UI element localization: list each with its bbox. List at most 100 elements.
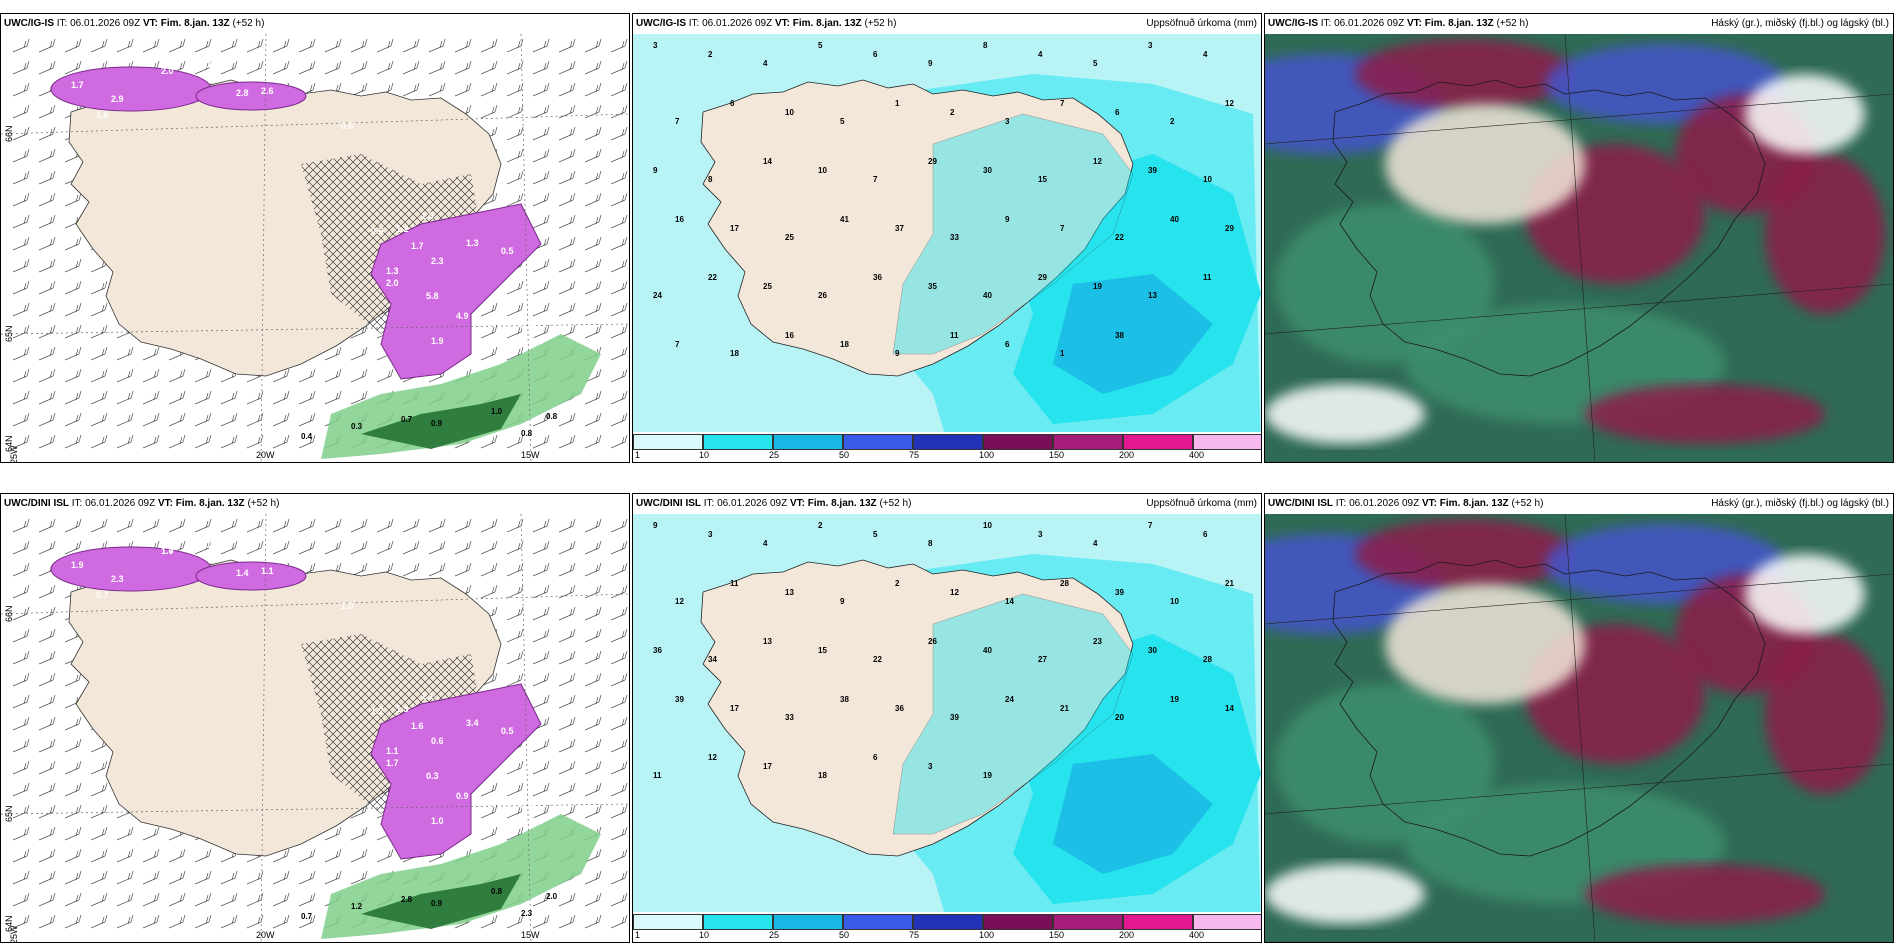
wind-barb [532,104,550,119]
wind-barb [584,434,602,449]
precip-value-label: 41 [840,215,849,224]
cloud-blob [1745,554,1865,634]
init-time: IT: 06.01.2026 09Z [56,18,141,29]
wind-barb [246,412,264,427]
wind-barb [584,38,602,53]
precip-value-label: 19 [1093,282,1102,291]
wind-barb [610,104,628,119]
wind-barb [584,126,602,141]
wind-barb [272,848,290,863]
wind-barb [610,760,628,775]
precip-value-label: 27 [1038,655,1047,664]
wind-barb [584,914,602,929]
wind-barb [38,258,56,273]
wind-barb [90,390,108,405]
init-time: IT: 06.01.2026 09Z [688,18,773,29]
wind-barb [168,412,186,427]
grid-label: 66N [4,125,14,142]
wind-barb [12,60,30,75]
wind-barb [558,170,576,185]
colorbar-label: 200 [1119,450,1135,460]
wind-barb [324,368,342,383]
wind-barb [220,870,238,885]
precip-colorbar: 1 10 25 50 75 100 150 200 400 [633,912,1261,942]
colorbar-label: 10 [699,930,710,940]
wind-barb [610,412,628,427]
wind-barb [38,170,56,185]
wind-barb [532,126,550,141]
wind-barb [584,390,602,405]
wind-barb [532,562,550,577]
wind-barb [584,562,602,577]
wind-barb [532,170,550,185]
wind-barb [532,148,550,163]
cloud-blob [1385,104,1585,224]
wind-barb [116,826,134,841]
precip-value-label: 11 [653,771,662,780]
wind-barb [298,390,316,405]
wind-barb [480,104,498,119]
wind-barb [532,192,550,207]
wind-barb [324,848,342,863]
wind-barb [558,302,576,317]
wind-barb [12,804,30,819]
wind-barb [324,346,342,361]
iceland-land [700,79,1134,377]
wind-barb [12,38,30,53]
panel-title: Uppsöfnuð úrkoma (mm) [1146,498,1257,509]
wind-barb [168,914,186,929]
wind-barb [12,518,30,533]
wind-barb [558,82,576,97]
colorbar-swatch [1053,434,1123,450]
wind-barb [480,82,498,97]
precip-value-label: 12 [708,753,717,762]
wind-barb [298,870,316,885]
precip-value-label: 28 [1060,579,1069,588]
precip-value-label: 40 [983,291,992,300]
snow-value-label: 0.9 [456,791,469,801]
wind-barb [90,346,108,361]
precip-value-label: 18 [840,340,849,349]
snow-value-label: 2.8 [401,895,413,904]
wind-barb [350,346,368,361]
wind-barb [272,518,290,533]
wind-barb [64,782,82,797]
wind-barb [220,390,238,405]
wind-barb [584,804,602,819]
wind-barb [610,170,628,185]
wind-barb [454,518,472,533]
cloud-blob [1355,519,1575,589]
wind-barb [610,650,628,665]
wind-barb [194,390,212,405]
wind-barb [532,518,550,533]
precip-value-label: 40 [1170,215,1179,224]
wind-barb [506,434,524,449]
precip-value-label: 39 [675,695,684,704]
precip-value-label: 4 [1093,539,1098,548]
wind-barb [116,390,134,405]
accumulated-precip-map: 3245698453476105123762129814107293015123… [633,34,1261,462]
precip-value-label: 24 [1005,695,1014,704]
wind-barb [558,628,576,643]
wind-barb [220,38,238,53]
wind-barb [324,38,342,53]
valid-time: VT: Fim. 8.jan. 13Z [157,498,245,509]
wind-barb [220,892,238,907]
precip-value-label: 10 [785,108,794,117]
precip-value-label: 39 [1115,588,1124,597]
precip-value-label: 3 [653,41,658,50]
wind-barb [220,60,238,75]
wind-barb [350,38,368,53]
colorbar-label: 1 [635,930,641,940]
wind-barb [298,914,316,929]
wind-barb [38,892,56,907]
snow-value-label: 1.6 [411,721,424,731]
snow-value-label: 1.2 [396,224,409,234]
wind-barb [12,716,30,731]
precip-value-label: 11 [1203,273,1212,282]
wind-barb [12,170,30,185]
precip-value-label: 13 [1148,291,1157,300]
snow-value-label: 1.3 [421,211,434,221]
snow-value-label: 3.4 [466,718,479,728]
wind-barb [90,892,108,907]
